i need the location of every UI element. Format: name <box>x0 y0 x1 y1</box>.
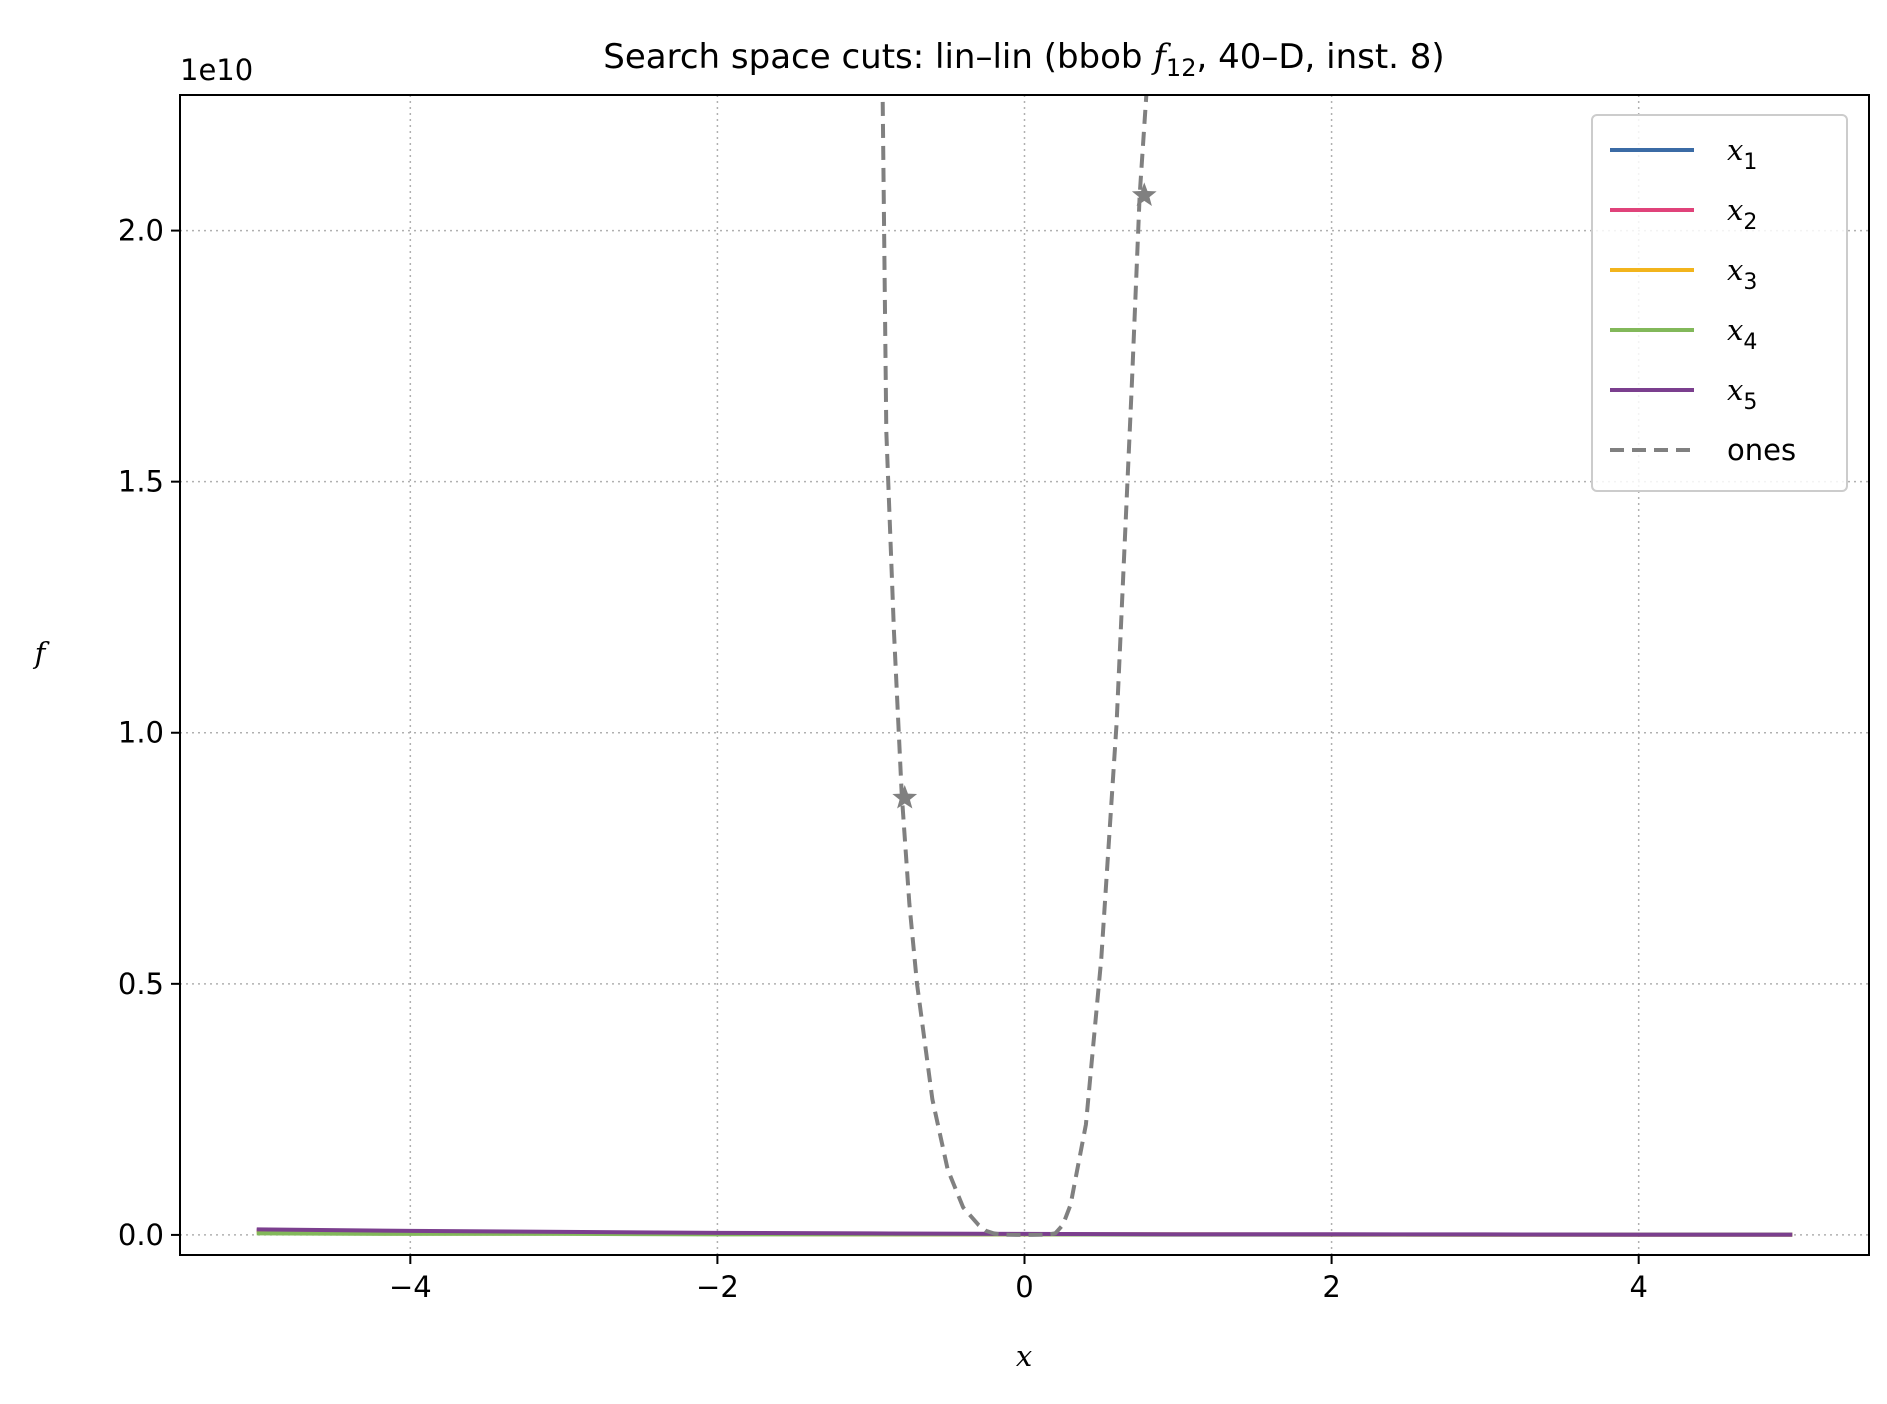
y-tick-label: 1.5 <box>118 465 164 499</box>
x-tick-label: 2 <box>1322 1270 1340 1304</box>
y-axis: 0.0 0.5 1.0 1.5 2.0 <box>118 214 180 1252</box>
x-tick-label: −2 <box>696 1270 739 1304</box>
series-line-x5 <box>256 1227 1793 1237</box>
series-group <box>256 95 1793 1237</box>
x-tick-label: 4 <box>1629 1270 1647 1304</box>
x-tick-label: −4 <box>389 1270 432 1304</box>
legend-box <box>1591 114 1848 492</box>
y-tick-label: 0.5 <box>118 967 164 1001</box>
star-marker <box>1131 182 1157 206</box>
y-offset-label: 1e10 <box>180 53 253 87</box>
legend-label: ones <box>1727 433 1796 467</box>
x-tick-label: 0 <box>1015 1270 1033 1304</box>
series-line-ones <box>880 95 1149 1237</box>
star-marker <box>892 785 918 809</box>
x-axis: −4 −2 0 2 4 <box>389 1255 1648 1304</box>
y-tick-label: 0.0 <box>118 1218 164 1252</box>
y-tick-label: 1.0 <box>118 716 164 750</box>
plot-area <box>256 95 1793 1237</box>
chart-title: Search space cuts: lin–lin (bbob f12, 40… <box>603 37 1444 82</box>
x-axis-label: x <box>1016 1339 1032 1373</box>
y-tick-label: 2.0 <box>118 214 164 248</box>
